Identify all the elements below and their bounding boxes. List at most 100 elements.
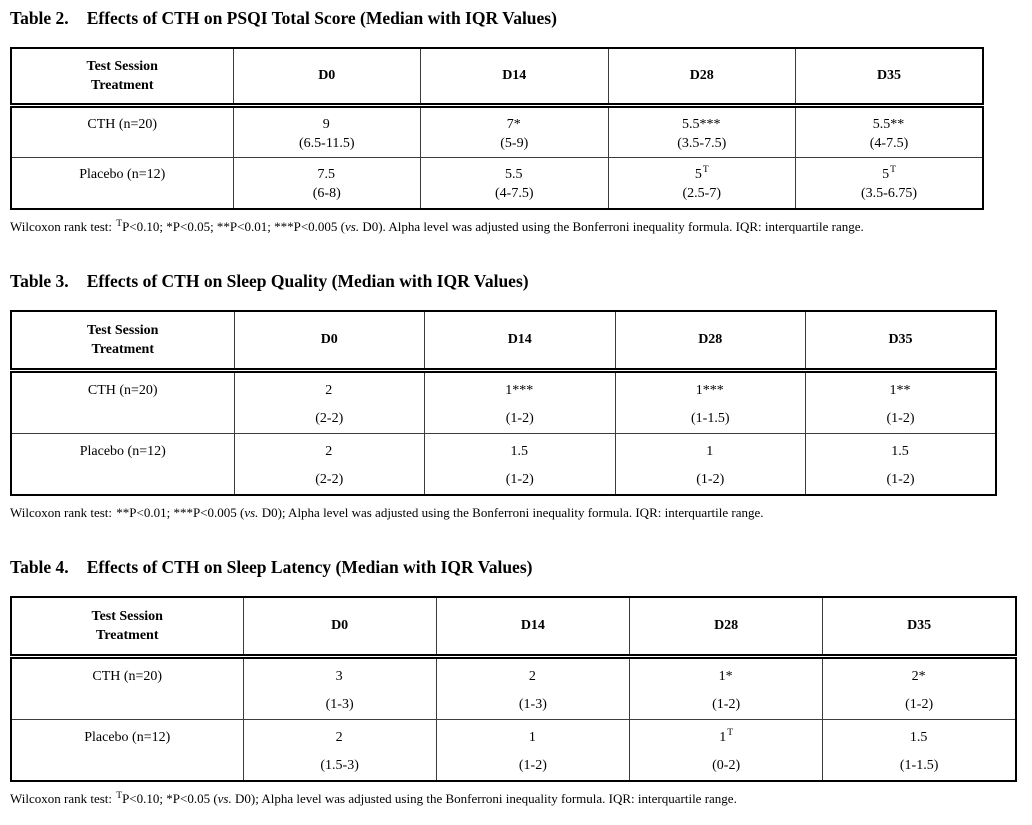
table4-header-d14: D14 <box>435 596 631 659</box>
footnote-text: **P<0.01; ***P<0.005 ( <box>116 504 245 520</box>
table3-section: Table 3. Effects of CTH on Sleep Quality … <box>10 271 1022 521</box>
footnote-superscript: T <box>116 790 123 801</box>
iqr-value: (1-2) <box>518 758 547 773</box>
table3-row-cth: CTH (n=20) 2 (2-2) 1*** (1-2) 1*** (1-1.5) … <box>10 369 997 434</box>
table2-header-d0: D0 <box>232 47 421 108</box>
table3-cell-placebo-d28: 1 (1-2) <box>614 432 806 495</box>
iqr-value: (1-1.5) <box>899 758 939 773</box>
table2-header-row: Test Session Treatment D0 D14 D28 D35 <box>10 47 984 108</box>
table3-cell-cth-d14: 1*** (1-2) <box>424 369 616 434</box>
table4-section: Table 4. Effects of CTH on Sleep Latency … <box>10 557 1022 808</box>
footnote-vs: vs. <box>217 791 232 806</box>
iqr-value: (2.5-7) <box>682 185 722 201</box>
table4-cell-cth-d28: 1* (1-2) <box>628 656 824 720</box>
iqr-value: (1-2) <box>505 410 534 426</box>
table2-rowlabel-placebo: Placebo (n=12) <box>10 156 234 210</box>
table3-header-rowlabel: Test Session Treatment <box>10 310 235 373</box>
table2-header-d14: D14 <box>420 47 609 108</box>
table4-header-rowlabel-line2: Treatment <box>96 627 159 643</box>
table2-cell-cth-d0: 9 (6.5-11.5) <box>232 104 421 158</box>
table2-caption-label: Table 2. <box>10 8 69 28</box>
table4-header-d28: D28 <box>628 596 824 659</box>
table4-cell-cth-d35: 2* (1-2) <box>822 656 1017 720</box>
table2-cell-placebo-d0: 7.5 (6-8) <box>232 156 421 210</box>
table2-cell-cth-d14: 7* (5-9) <box>420 104 609 158</box>
median-value: 2 <box>528 669 536 684</box>
table2-header-d35: D35 <box>795 47 984 108</box>
table3-cell-placebo-d35: 1.5 (1-2) <box>805 432 997 495</box>
table4-header-d0: D0 <box>242 596 437 659</box>
median-value: 5.5 <box>505 166 523 182</box>
median-value: 1** <box>889 382 911 398</box>
table3-cell-placebo-d14: 1.5 (1-2) <box>424 432 616 495</box>
iqr-value: (4-7.5) <box>869 135 909 151</box>
table4-cell-placebo-d0: 2 (1.5-3) <box>242 719 437 782</box>
table3-caption-title: Effects of CTH on Sleep Quality (Median … <box>86 271 529 291</box>
median-value: 2 <box>335 730 343 745</box>
iqr-value: (1.5-3) <box>320 758 359 773</box>
table4-rowlabel-placebo: Placebo (n=12) <box>10 719 244 782</box>
table4-cell-cth-d0: 3 (1-3) <box>242 656 437 720</box>
median-value: 3 <box>335 669 343 684</box>
iqr-value: (2-2) <box>315 410 344 426</box>
table3-cell-cth-d0: 2 (2-2) <box>233 369 425 434</box>
table4-header-row: Test Session Treatment D0 D14 D28 D35 <box>10 596 1017 659</box>
table3-caption-label: Table 3. <box>10 271 69 291</box>
median-value: 1.5 <box>891 443 909 459</box>
table2-cell-placebo-d35: 5T (3.5-6.75) <box>795 156 984 210</box>
table2-psqi-total-score: Test Session Treatment D0 D14 D28 D35 CT… <box>10 47 984 210</box>
table3-header-row: Test Session Treatment D0 D14 D28 D35 <box>10 310 997 373</box>
table4-caption: Table 4. Effects of CTH on Sleep Latency … <box>10 557 1022 577</box>
table2-row-placebo: Placebo (n=12) 7.5 (6-8) 5.5 (4-7.5) 5T (2.… <box>10 156 984 210</box>
iqr-value: (1-2) <box>505 471 534 487</box>
median-value: 1.5 <box>510 443 529 459</box>
iqr-value: (5-9) <box>500 135 529 151</box>
table2-cell-cth-d35: 5.5** (4-7.5) <box>795 104 984 158</box>
significance-superscript: T <box>890 164 896 175</box>
table2-cell-placebo-d14: 5.5 (4-7.5) <box>420 156 609 210</box>
median-value: 5T <box>882 164 896 182</box>
median-value: 5.5*** <box>682 116 721 132</box>
table3-caption: Table 3. Effects of CTH on Sleep Quality … <box>10 271 1022 291</box>
table3-row-placebo: Placebo (n=12) 2 (2-2) 1.5 (1-2) 1 (1-2) 1.… <box>10 432 997 495</box>
footnote-text: Wilcoxon rank test: <box>10 219 116 234</box>
footnote-text: Wilcoxon rank test: <box>10 504 116 520</box>
iqr-value: (3.5-6.75) <box>861 185 917 201</box>
table4-cell-placebo-d35: 1.5 (1-1.5) <box>822 719 1017 782</box>
median-value: 2 <box>325 443 333 459</box>
iqr-value: (2-2) <box>315 471 344 487</box>
median-value: 1T <box>719 728 734 745</box>
median-value: 2 <box>325 382 333 398</box>
footnote-vs: vs. <box>345 219 360 234</box>
table3-header-rowlabel-line2: Treatment <box>91 341 154 357</box>
iqr-value: (1-1.5) <box>691 410 730 426</box>
table4-caption-label: Table 4. <box>10 556 69 577</box>
iqr-value: (1-3) <box>325 697 354 712</box>
table2-cell-placebo-d28: 5T (2.5-7) <box>607 156 796 210</box>
table4-header-rowlabel-line1: Test Session <box>91 608 163 624</box>
table4-row-placebo: Placebo (n=12) 2 (1.5-3) 1 (1-2) 1T (0-2) 1… <box>10 719 1017 782</box>
median-value: 7.5 <box>317 166 336 182</box>
table2-section: Table 2. Effects of CTH on PSQI Total Sco… <box>10 8 1022 235</box>
table3-header-d28: D28 <box>614 310 806 373</box>
median-value: 1*** <box>695 382 724 398</box>
iqr-value: (3.5-7.5) <box>677 135 727 151</box>
table2-row-cth: CTH (n=20) 9 (6.5-11.5) 7* (5-9) 5.5*** (3.… <box>10 104 984 158</box>
iqr-value: (1-2) <box>886 410 915 426</box>
table4-footnote: Wilcoxon rank test: TP<0.10; *P<0.05 (vs… <box>10 791 1022 807</box>
footnote-text: D0); Alpha level was adjusted using the … <box>258 504 764 520</box>
table2-cell-cth-d28: 5.5*** (3.5-7.5) <box>607 104 796 158</box>
iqr-value: (1-2) <box>905 697 934 712</box>
iqr-value: (1-3) <box>518 697 547 712</box>
table3-cell-placebo-d0: 2 (2-2) <box>233 432 425 495</box>
table2-footnote: Wilcoxon rank test: TP<0.10; *P<0.05; **… <box>10 219 1022 235</box>
median-value: 1 <box>528 730 536 745</box>
iqr-value: (1-2) <box>886 471 915 487</box>
median-value: 7* <box>506 116 521 132</box>
median-value: 1.5 <box>909 730 928 745</box>
footnote-text: D0). Alpha level was adjusted using the … <box>359 219 864 234</box>
table4-header-d35: D35 <box>822 596 1017 659</box>
median-value: 9 <box>322 116 330 132</box>
table3-cell-cth-d35: 1** (1-2) <box>805 369 997 434</box>
